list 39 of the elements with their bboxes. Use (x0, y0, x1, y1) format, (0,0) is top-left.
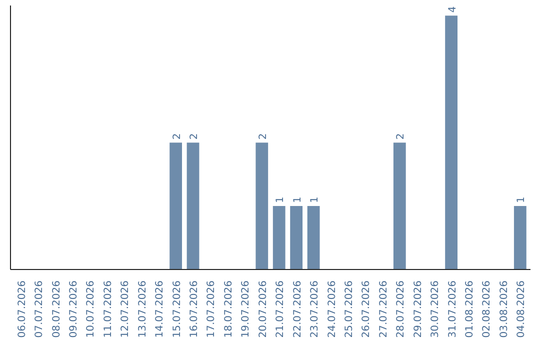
data-label: 1 (275, 196, 286, 204)
data-label: 4 (447, 6, 458, 13)
data-label: 2 (396, 133, 407, 140)
x-tick-label: 25.07.2026 (344, 280, 355, 338)
x-tick-label: 22.07.2026 (292, 280, 304, 338)
x-tick-label: 28.07.2026 (396, 280, 407, 338)
x-tick-label: 15.07.2026 (172, 280, 183, 338)
x-tick-label: 23.07.2026 (310, 280, 321, 338)
x-tick-label: 02.08.2026 (482, 280, 493, 338)
x-tick-label: 30.07.2026 (430, 280, 442, 338)
x-tick-label: 17.07.2026 (206, 280, 218, 338)
x-tick-label: 27.07.2026 (378, 280, 390, 338)
x-tick-label: 13.07.2026 (137, 280, 148, 338)
x-tick-label: 04.08.2026 (516, 280, 528, 338)
x-tick-label: 21.07.2026 (275, 280, 286, 338)
x-tick-label: 06.07.2026 (16, 280, 28, 338)
x-tick-label: 20.07.2026 (258, 280, 269, 338)
x-tick-label: 29.07.2026 (412, 280, 424, 338)
x-tick-label: 12.07.2026 (120, 280, 132, 338)
data-label: 1 (310, 196, 321, 204)
x-tick-label: 10.07.2026 (86, 280, 97, 338)
x-tick-label: 14.07.2026 (154, 280, 166, 338)
x-tick-label: 24.07.2026 (326, 280, 338, 338)
x-tick-label: 07.07.2026 (34, 280, 46, 338)
data-label: 2 (172, 133, 183, 140)
x-tick-label: 09.07.2026 (68, 280, 80, 338)
data-label: 1 (292, 196, 304, 204)
x-tick-label: 26.07.2026 (361, 280, 372, 338)
data-label: 2 (258, 133, 269, 140)
x-tick-label: 18.07.2026 (223, 280, 234, 338)
x-tick-label: 01.08.2026 (464, 280, 476, 338)
data-label: 2 (189, 133, 200, 140)
x-tick-label: 31.07.2026 (447, 280, 458, 338)
data-label: 1 (516, 196, 528, 204)
x-tick-label: 03.08.2026 (498, 280, 510, 338)
x-tick-label: 08.07.2026 (51, 280, 62, 338)
x-tick-label: 16.07.2026 (189, 280, 200, 338)
x-tick-label: 11.07.2026 (102, 280, 114, 338)
x-tick-label: 19.07.2026 (240, 280, 252, 338)
